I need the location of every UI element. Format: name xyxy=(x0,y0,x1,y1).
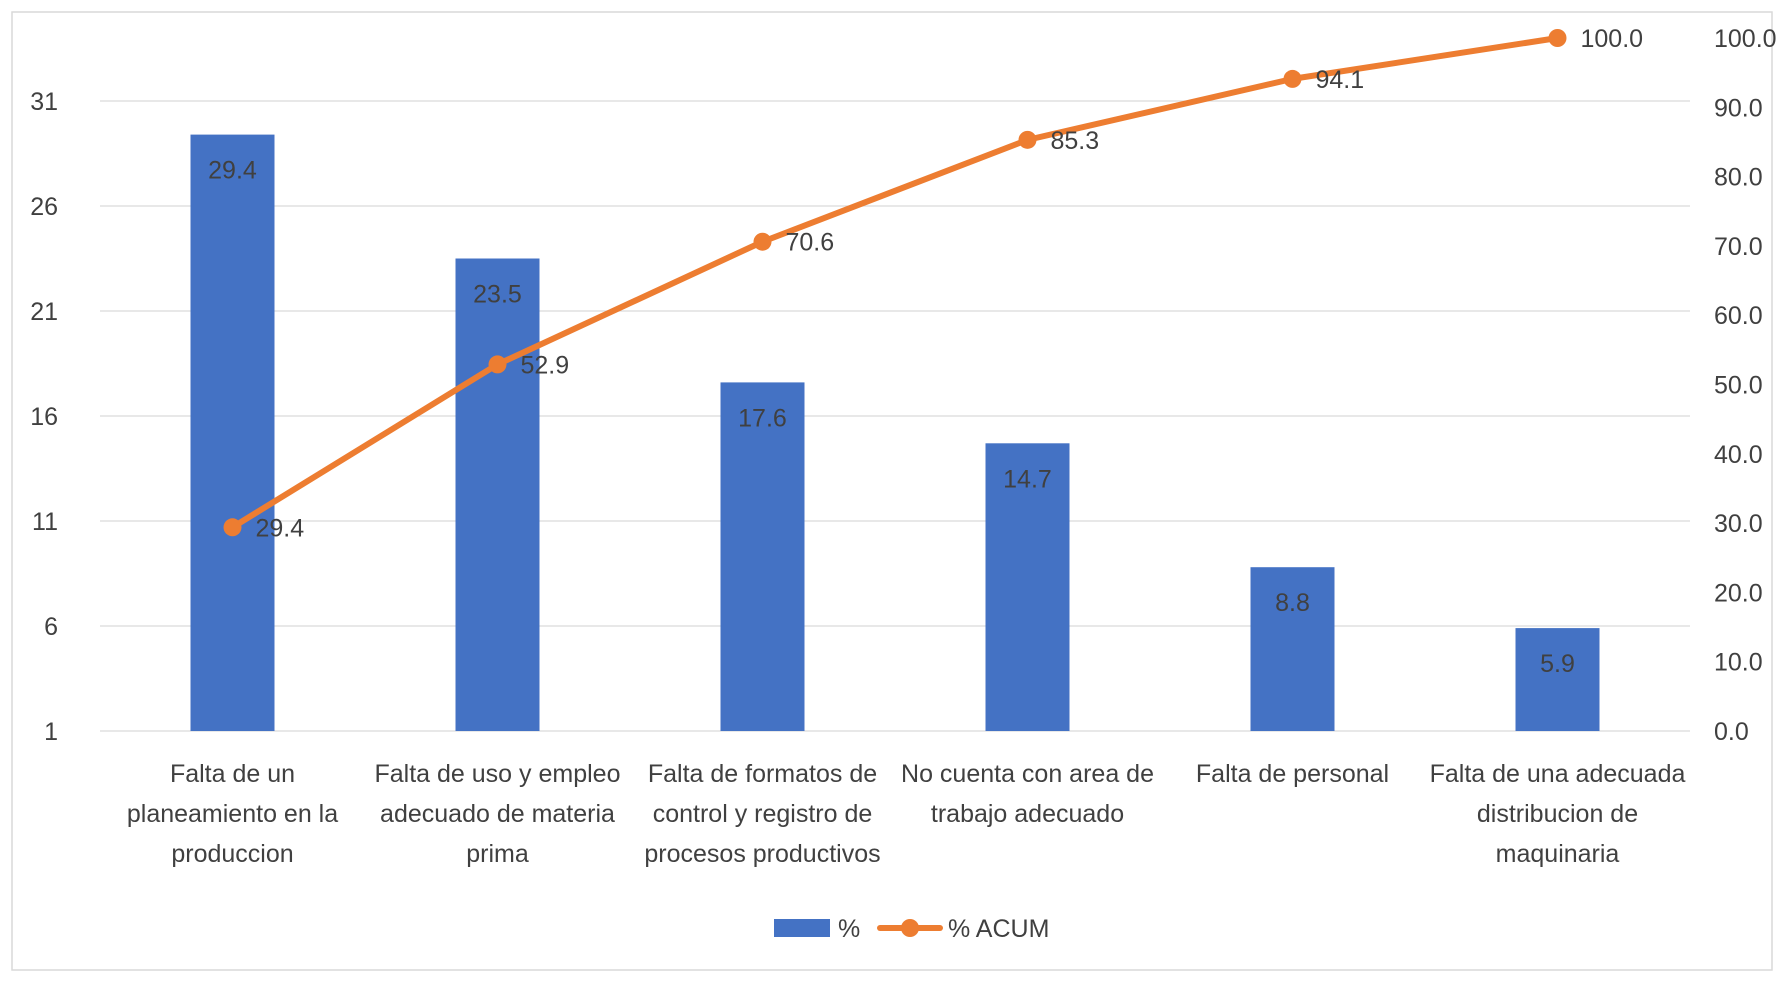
category-label: Falta de una adecuada xyxy=(1430,760,1686,788)
gridlines xyxy=(100,100,1690,732)
category-label: Falta de uso y empleo xyxy=(375,760,621,788)
left-axis-tick-label: 31 xyxy=(30,88,58,116)
acum-data-label: 29.4 xyxy=(256,514,305,542)
left-axis-tick-label: 21 xyxy=(30,298,58,326)
acum-point xyxy=(223,518,242,537)
category-label: distribucion de xyxy=(1477,800,1638,828)
right-axis-tick-label: 0.0 xyxy=(1714,718,1749,746)
bar xyxy=(1515,628,1600,731)
line-series: 29.4 52.9 70.6 85.3 94.1 100.0 xyxy=(223,25,1644,542)
legend-label-line: % ACUM xyxy=(948,915,1049,943)
legend-swatch-bar xyxy=(774,919,830,937)
acum-data-label: 70.6 xyxy=(786,229,835,257)
right-axis-tick-label: 70.0 xyxy=(1714,233,1763,261)
category-label: Falta de personal xyxy=(1196,760,1389,788)
left-axis-tick-label: 6 xyxy=(44,613,58,641)
legend: % % ACUM xyxy=(774,915,1049,943)
acum-point xyxy=(1018,130,1037,149)
acum-data-label: 94.1 xyxy=(1316,66,1365,94)
bar-data-label: 14.7 xyxy=(1003,465,1052,493)
category-label: Falta de un xyxy=(170,760,295,788)
acum-line xyxy=(229,35,1561,531)
left-axis-tick-label: 16 xyxy=(30,403,58,431)
bar xyxy=(720,382,805,731)
right-axis-tick-label: 60.0 xyxy=(1714,302,1763,330)
category-label: Falta de formatos de xyxy=(648,760,877,788)
legend-label-bar: % xyxy=(838,915,860,943)
bar xyxy=(455,258,540,731)
right-axis-tick-label: 10.0 xyxy=(1714,649,1763,677)
category-label: adecuado de materia xyxy=(380,800,615,828)
category-label: maquinaria xyxy=(1496,840,1620,868)
category-label: trabajo adecuado xyxy=(931,800,1124,828)
bar-data-label: 17.6 xyxy=(738,404,787,432)
acum-point xyxy=(753,232,772,251)
right-axis: 0.0 10.0 20.0 30.0 40.0 50.0 60.0 70.0 80.0 90.0 1… xyxy=(1714,25,1777,746)
bar xyxy=(985,443,1070,731)
acum-data-label: 52.9 xyxy=(521,351,570,379)
left-axis-tick-label: 26 xyxy=(30,193,58,221)
acum-data-label: 100.0 xyxy=(1581,25,1644,53)
right-axis-tick-label: 50.0 xyxy=(1714,372,1763,400)
bar xyxy=(190,134,275,732)
right-axis-tick-label: 90.0 xyxy=(1714,94,1763,122)
right-axis-tick-label: 100.0 xyxy=(1714,25,1777,53)
category-label: control y registro de xyxy=(653,800,873,828)
chart-frame xyxy=(11,11,1773,971)
right-axis-tick-label: 80.0 xyxy=(1714,164,1763,192)
acum-point xyxy=(488,355,507,374)
category-label: produccion xyxy=(171,840,293,868)
left-axis-tick-label: 11 xyxy=(32,508,58,536)
acum-point xyxy=(1283,69,1302,88)
category-label: prima xyxy=(466,840,529,868)
bar xyxy=(1250,567,1335,731)
bar-data-label: 5.9 xyxy=(1540,650,1575,678)
category-labels: Falta de un planeamiento en la produccion F… xyxy=(127,760,1686,868)
bar-data-label: 23.5 xyxy=(473,281,522,309)
right-axis-tick-label: 20.0 xyxy=(1714,579,1763,607)
bar-series: 29.4 23.5 17.6 14.7 8.8 5.9 xyxy=(190,134,1600,732)
right-axis-tick-label: 40.0 xyxy=(1714,441,1763,469)
left-axis-tick-label: 1 xyxy=(44,718,58,746)
acum-point xyxy=(1548,29,1567,47)
acum-data-label: 85.3 xyxy=(1051,127,1100,155)
right-axis-tick-label: 30.0 xyxy=(1714,510,1763,538)
category-label: planeamiento en la xyxy=(127,800,338,828)
legend-marker-line xyxy=(901,919,919,937)
bar-data-label: 29.4 xyxy=(208,157,257,185)
category-label: No cuenta con area de xyxy=(901,760,1154,788)
bar-data-label: 8.8 xyxy=(1275,589,1310,617)
category-label: procesos productivos xyxy=(644,840,880,868)
